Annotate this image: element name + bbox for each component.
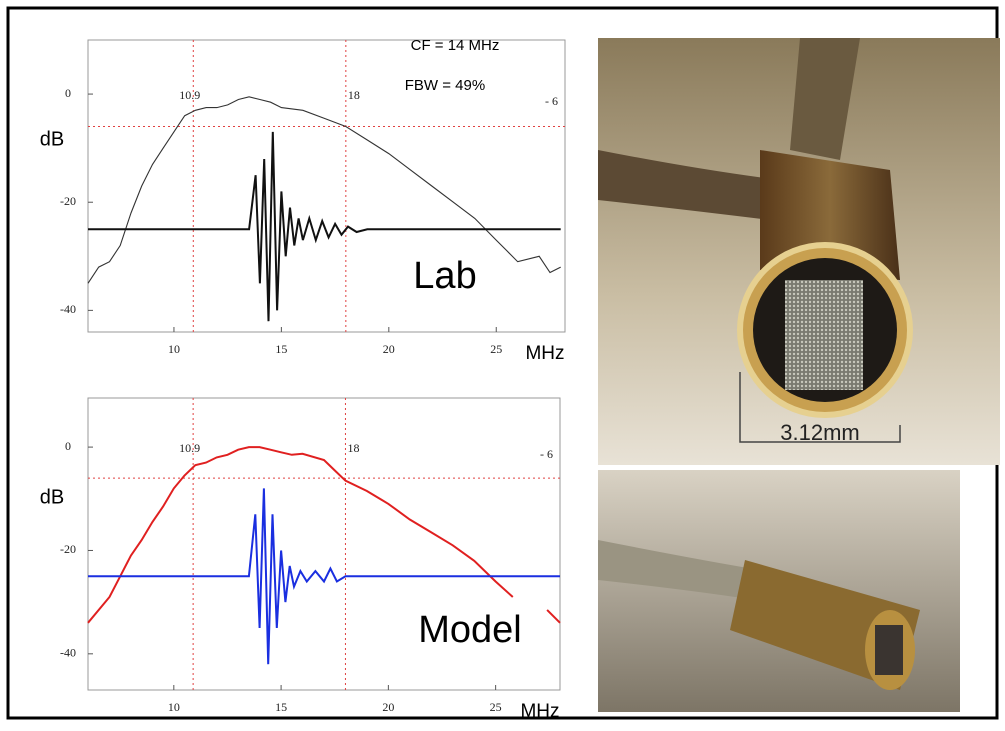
x-tick-label: 15 xyxy=(275,700,287,714)
plot-area xyxy=(87,39,566,333)
annotation: FBW = 49% xyxy=(405,77,485,94)
x-axis-label: MHz xyxy=(520,701,559,722)
data-line xyxy=(88,131,561,322)
reference-label: 10.9 xyxy=(179,441,200,455)
data-line xyxy=(88,488,560,665)
reference-label: 18 xyxy=(348,88,360,102)
panel-label: Lab xyxy=(413,255,476,297)
y-tick-label: -40 xyxy=(60,302,76,316)
x-tick-label: 25 xyxy=(490,342,502,356)
x-tick-label: 15 xyxy=(275,342,287,356)
x-tick-label: 25 xyxy=(490,700,502,714)
data-line xyxy=(87,96,561,284)
photo-top xyxy=(598,38,1000,465)
x-tick-label: 20 xyxy=(382,700,394,714)
reference-label: - 6 xyxy=(545,94,558,108)
reference-label: 18 xyxy=(347,441,359,455)
y-tick-label: 0 xyxy=(65,86,71,100)
photo-bottom xyxy=(598,470,960,712)
y-tick-label: -20 xyxy=(60,542,76,556)
y-tick-label: 0 xyxy=(65,439,71,453)
plot-area xyxy=(87,397,561,691)
reference-label: - 6 xyxy=(540,447,553,461)
reference-label: 10.9 xyxy=(179,88,200,102)
y-axis-label: dB xyxy=(40,128,64,150)
y-tick-label: -40 xyxy=(60,646,76,660)
y-axis-label: dB xyxy=(40,486,64,508)
x-axis-label: MHz xyxy=(525,343,564,364)
photo-scale-label: 3.12mm xyxy=(780,420,859,445)
panel-label: Model xyxy=(418,609,522,651)
x-tick-label: 20 xyxy=(383,342,395,356)
y-tick-label: -20 xyxy=(60,194,76,208)
data-line xyxy=(87,446,561,624)
annotation: CF = 14 MHz xyxy=(411,37,500,54)
x-tick-label: 10 xyxy=(168,700,180,714)
x-tick-label: 10 xyxy=(168,342,180,356)
